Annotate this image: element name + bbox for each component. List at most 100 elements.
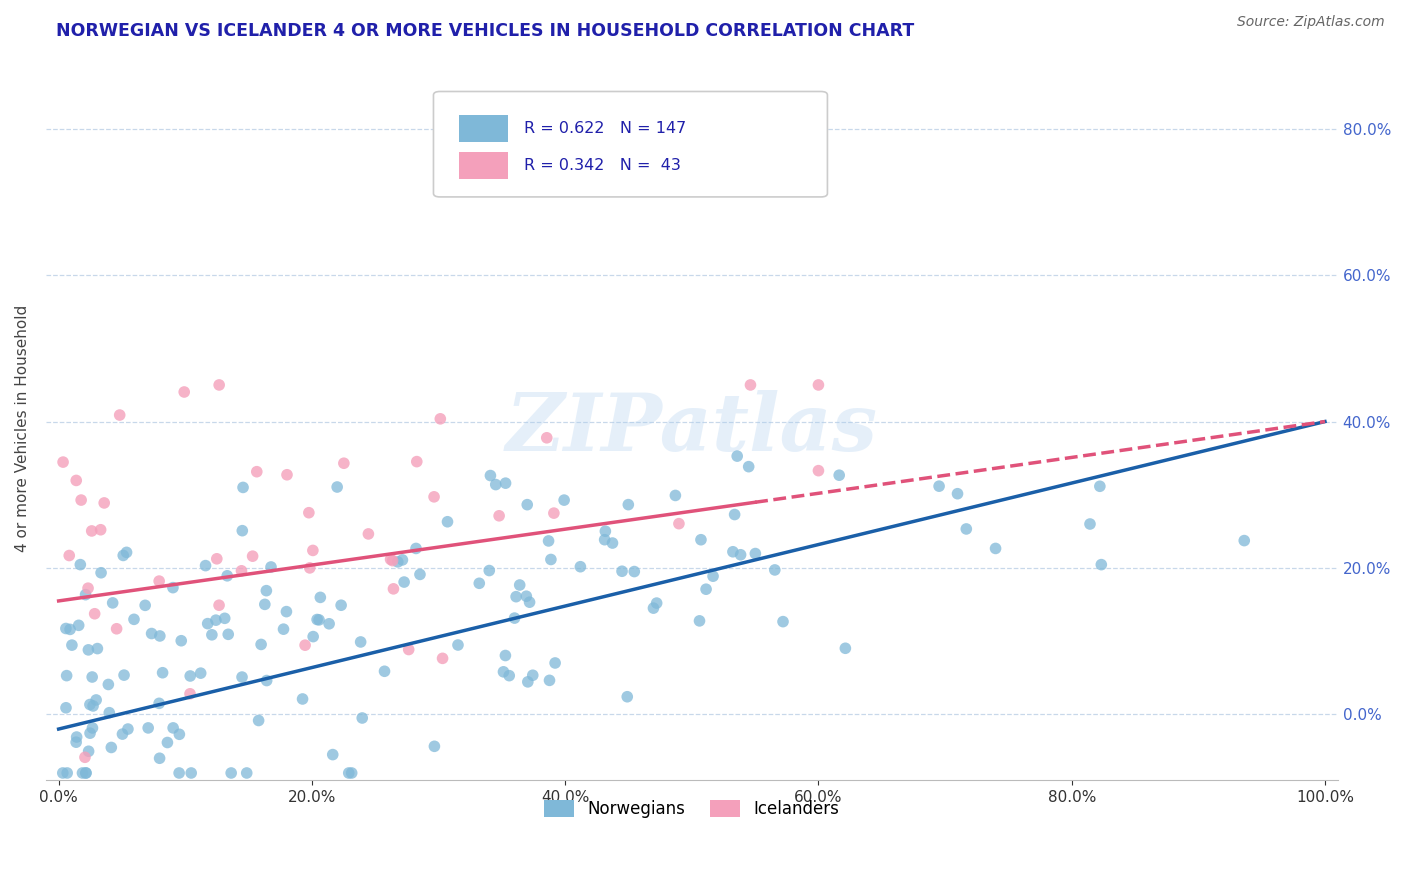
Point: [540, 552, 562, 566]
Point: [141, 626, 163, 640]
Point: [276, 605, 298, 619]
Point: [82, 670, 104, 684]
Point: [82, 721, 104, 735]
Point: [93, 496, 115, 510]
Point: [515, 589, 537, 603]
Point: [298, 506, 321, 520]
Point: [429, 412, 451, 426]
Point: [162, 721, 184, 735]
Point: [179, 687, 201, 701]
Point: [337, 766, 360, 780]
Point: [302, 543, 325, 558]
Point: [834, 641, 856, 656]
Y-axis label: 4 or more Vehicles in Household: 4 or more Vehicles in Household: [15, 305, 30, 552]
Point: [69, 558, 91, 572]
Point: [201, 628, 224, 642]
Legend: Norwegians, Icelanders: Norwegians, Icelanders: [537, 793, 846, 825]
Point: [519, 595, 541, 609]
Point: [468, 576, 491, 591]
Point: [617, 498, 640, 512]
Point: [516, 674, 538, 689]
Point: [156, 735, 179, 749]
Point: [247, 714, 270, 728]
Point: [231, 524, 253, 538]
Point: [730, 548, 752, 562]
Point: [382, 582, 405, 596]
Point: [593, 533, 616, 547]
Point: [391, 553, 413, 567]
Point: [423, 490, 446, 504]
Point: [744, 547, 766, 561]
Point: [117, 722, 139, 736]
Point: [807, 378, 830, 392]
Point: [643, 601, 665, 615]
Point: [387, 555, 409, 569]
Point: [72, 766, 94, 780]
Point: [148, 574, 170, 588]
Point: [645, 596, 668, 610]
Point: [208, 599, 231, 613]
Point: [569, 559, 592, 574]
Point: [955, 522, 977, 536]
Point: [333, 456, 356, 470]
Point: [101, 596, 124, 610]
Point: [169, 727, 191, 741]
FancyBboxPatch shape: [433, 92, 827, 197]
Point: [152, 665, 174, 680]
Point: [65, 474, 87, 488]
Point: [291, 692, 314, 706]
Point: [170, 633, 193, 648]
FancyBboxPatch shape: [460, 152, 509, 178]
Point: [136, 721, 159, 735]
Point: [256, 673, 278, 688]
Point: [537, 533, 560, 548]
Point: [690, 533, 713, 547]
Point: [75, 588, 97, 602]
Point: [436, 515, 458, 529]
Point: [77, 581, 100, 595]
Point: [807, 464, 830, 478]
Point: [55, 622, 77, 636]
Point: [516, 498, 538, 512]
Point: [405, 455, 427, 469]
Point: [544, 656, 567, 670]
Point: [97, 677, 120, 691]
Point: [59, 623, 82, 637]
Point: [380, 552, 402, 566]
Point: [721, 545, 744, 559]
Point: [235, 766, 257, 780]
Point: [84, 693, 107, 707]
Point: [772, 615, 794, 629]
Point: [737, 459, 759, 474]
Text: ZIPatlas: ZIPatlas: [506, 390, 877, 467]
Point: [112, 549, 135, 563]
Point: [447, 638, 470, 652]
Point: [409, 567, 432, 582]
Point: [503, 611, 526, 625]
Point: [392, 575, 415, 590]
Point: [668, 516, 690, 531]
Text: NORWEGIAN VS ICELANDER 4 OR MORE VEHICLES IN HOUSEHOLD CORRELATION CHART: NORWEGIAN VS ICELANDER 4 OR MORE VEHICLE…: [56, 22, 914, 40]
Point: [194, 558, 217, 573]
Point: [294, 638, 316, 652]
FancyBboxPatch shape: [460, 115, 509, 142]
Point: [98, 706, 121, 720]
Point: [479, 468, 502, 483]
Point: [80, 524, 103, 538]
Point: [1078, 516, 1101, 531]
Point: [134, 599, 156, 613]
Point: [79, 726, 101, 740]
Point: [173, 384, 195, 399]
Point: [52, 766, 75, 780]
Point: [180, 766, 202, 780]
Point: [946, 486, 969, 500]
Point: [190, 666, 212, 681]
Point: [115, 545, 138, 559]
Point: [302, 630, 325, 644]
Point: [77, 643, 100, 657]
Point: [689, 614, 711, 628]
Point: [231, 564, 253, 578]
Point: [105, 622, 128, 636]
Point: [702, 569, 724, 583]
Point: [536, 431, 558, 445]
